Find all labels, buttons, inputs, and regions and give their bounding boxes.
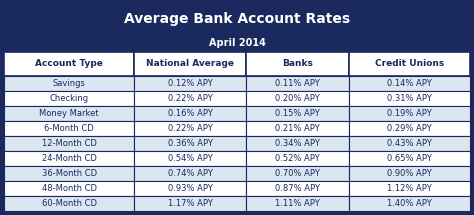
Text: 1.17% APY: 1.17% APY xyxy=(168,199,213,208)
Text: 48-Month CD: 48-Month CD xyxy=(42,184,97,193)
Text: 0.93% APY: 0.93% APY xyxy=(168,184,213,193)
Text: Credit Unions: Credit Unions xyxy=(375,60,444,69)
Text: April 2014: April 2014 xyxy=(209,38,265,48)
Text: Average Bank Account Rates: Average Bank Account Rates xyxy=(124,12,350,26)
Text: 0.43% APY: 0.43% APY xyxy=(387,139,432,148)
Text: 0.34% APY: 0.34% APY xyxy=(275,139,320,148)
Text: 0.21% APY: 0.21% APY xyxy=(275,124,320,133)
Text: 0.29% APY: 0.29% APY xyxy=(387,124,432,133)
Text: 0.22% APY: 0.22% APY xyxy=(168,124,213,133)
Text: 1.11% APY: 1.11% APY xyxy=(275,199,320,208)
Text: 60-Month CD: 60-Month CD xyxy=(42,199,97,208)
Text: 0.19% APY: 0.19% APY xyxy=(387,109,432,118)
Text: 0.31% APY: 0.31% APY xyxy=(387,94,432,103)
Text: 12-Month CD: 12-Month CD xyxy=(42,139,97,148)
Text: 36-Month CD: 36-Month CD xyxy=(42,169,97,178)
Text: 0.36% APY: 0.36% APY xyxy=(168,139,213,148)
Text: 0.70% APY: 0.70% APY xyxy=(275,169,320,178)
Text: 0.15% APY: 0.15% APY xyxy=(275,109,320,118)
Text: 0.65% APY: 0.65% APY xyxy=(387,154,432,163)
Text: Savings: Savings xyxy=(53,79,86,88)
Text: 0.90% APY: 0.90% APY xyxy=(387,169,432,178)
Text: 1.12% APY: 1.12% APY xyxy=(387,184,432,193)
Text: 0.16% APY: 0.16% APY xyxy=(168,109,213,118)
Text: 24-Month CD: 24-Month CD xyxy=(42,154,97,163)
Text: Banks: Banks xyxy=(282,60,313,69)
Text: 0.20% APY: 0.20% APY xyxy=(275,94,320,103)
Text: 0.11% APY: 0.11% APY xyxy=(275,79,320,88)
Text: Account Type: Account Type xyxy=(35,60,103,69)
Text: National Average: National Average xyxy=(146,60,235,69)
Text: 6-Month CD: 6-Month CD xyxy=(45,124,94,133)
Text: 1.40% APY: 1.40% APY xyxy=(387,199,432,208)
Text: 0.54% APY: 0.54% APY xyxy=(168,154,213,163)
Text: 0.74% APY: 0.74% APY xyxy=(168,169,213,178)
Text: 0.12% APY: 0.12% APY xyxy=(168,79,213,88)
Text: Checking: Checking xyxy=(50,94,89,103)
Text: 0.22% APY: 0.22% APY xyxy=(168,94,213,103)
Text: Money Market: Money Market xyxy=(39,109,99,118)
Text: 0.87% APY: 0.87% APY xyxy=(275,184,320,193)
Text: 0.52% APY: 0.52% APY xyxy=(275,154,320,163)
Text: 0.14% APY: 0.14% APY xyxy=(387,79,432,88)
